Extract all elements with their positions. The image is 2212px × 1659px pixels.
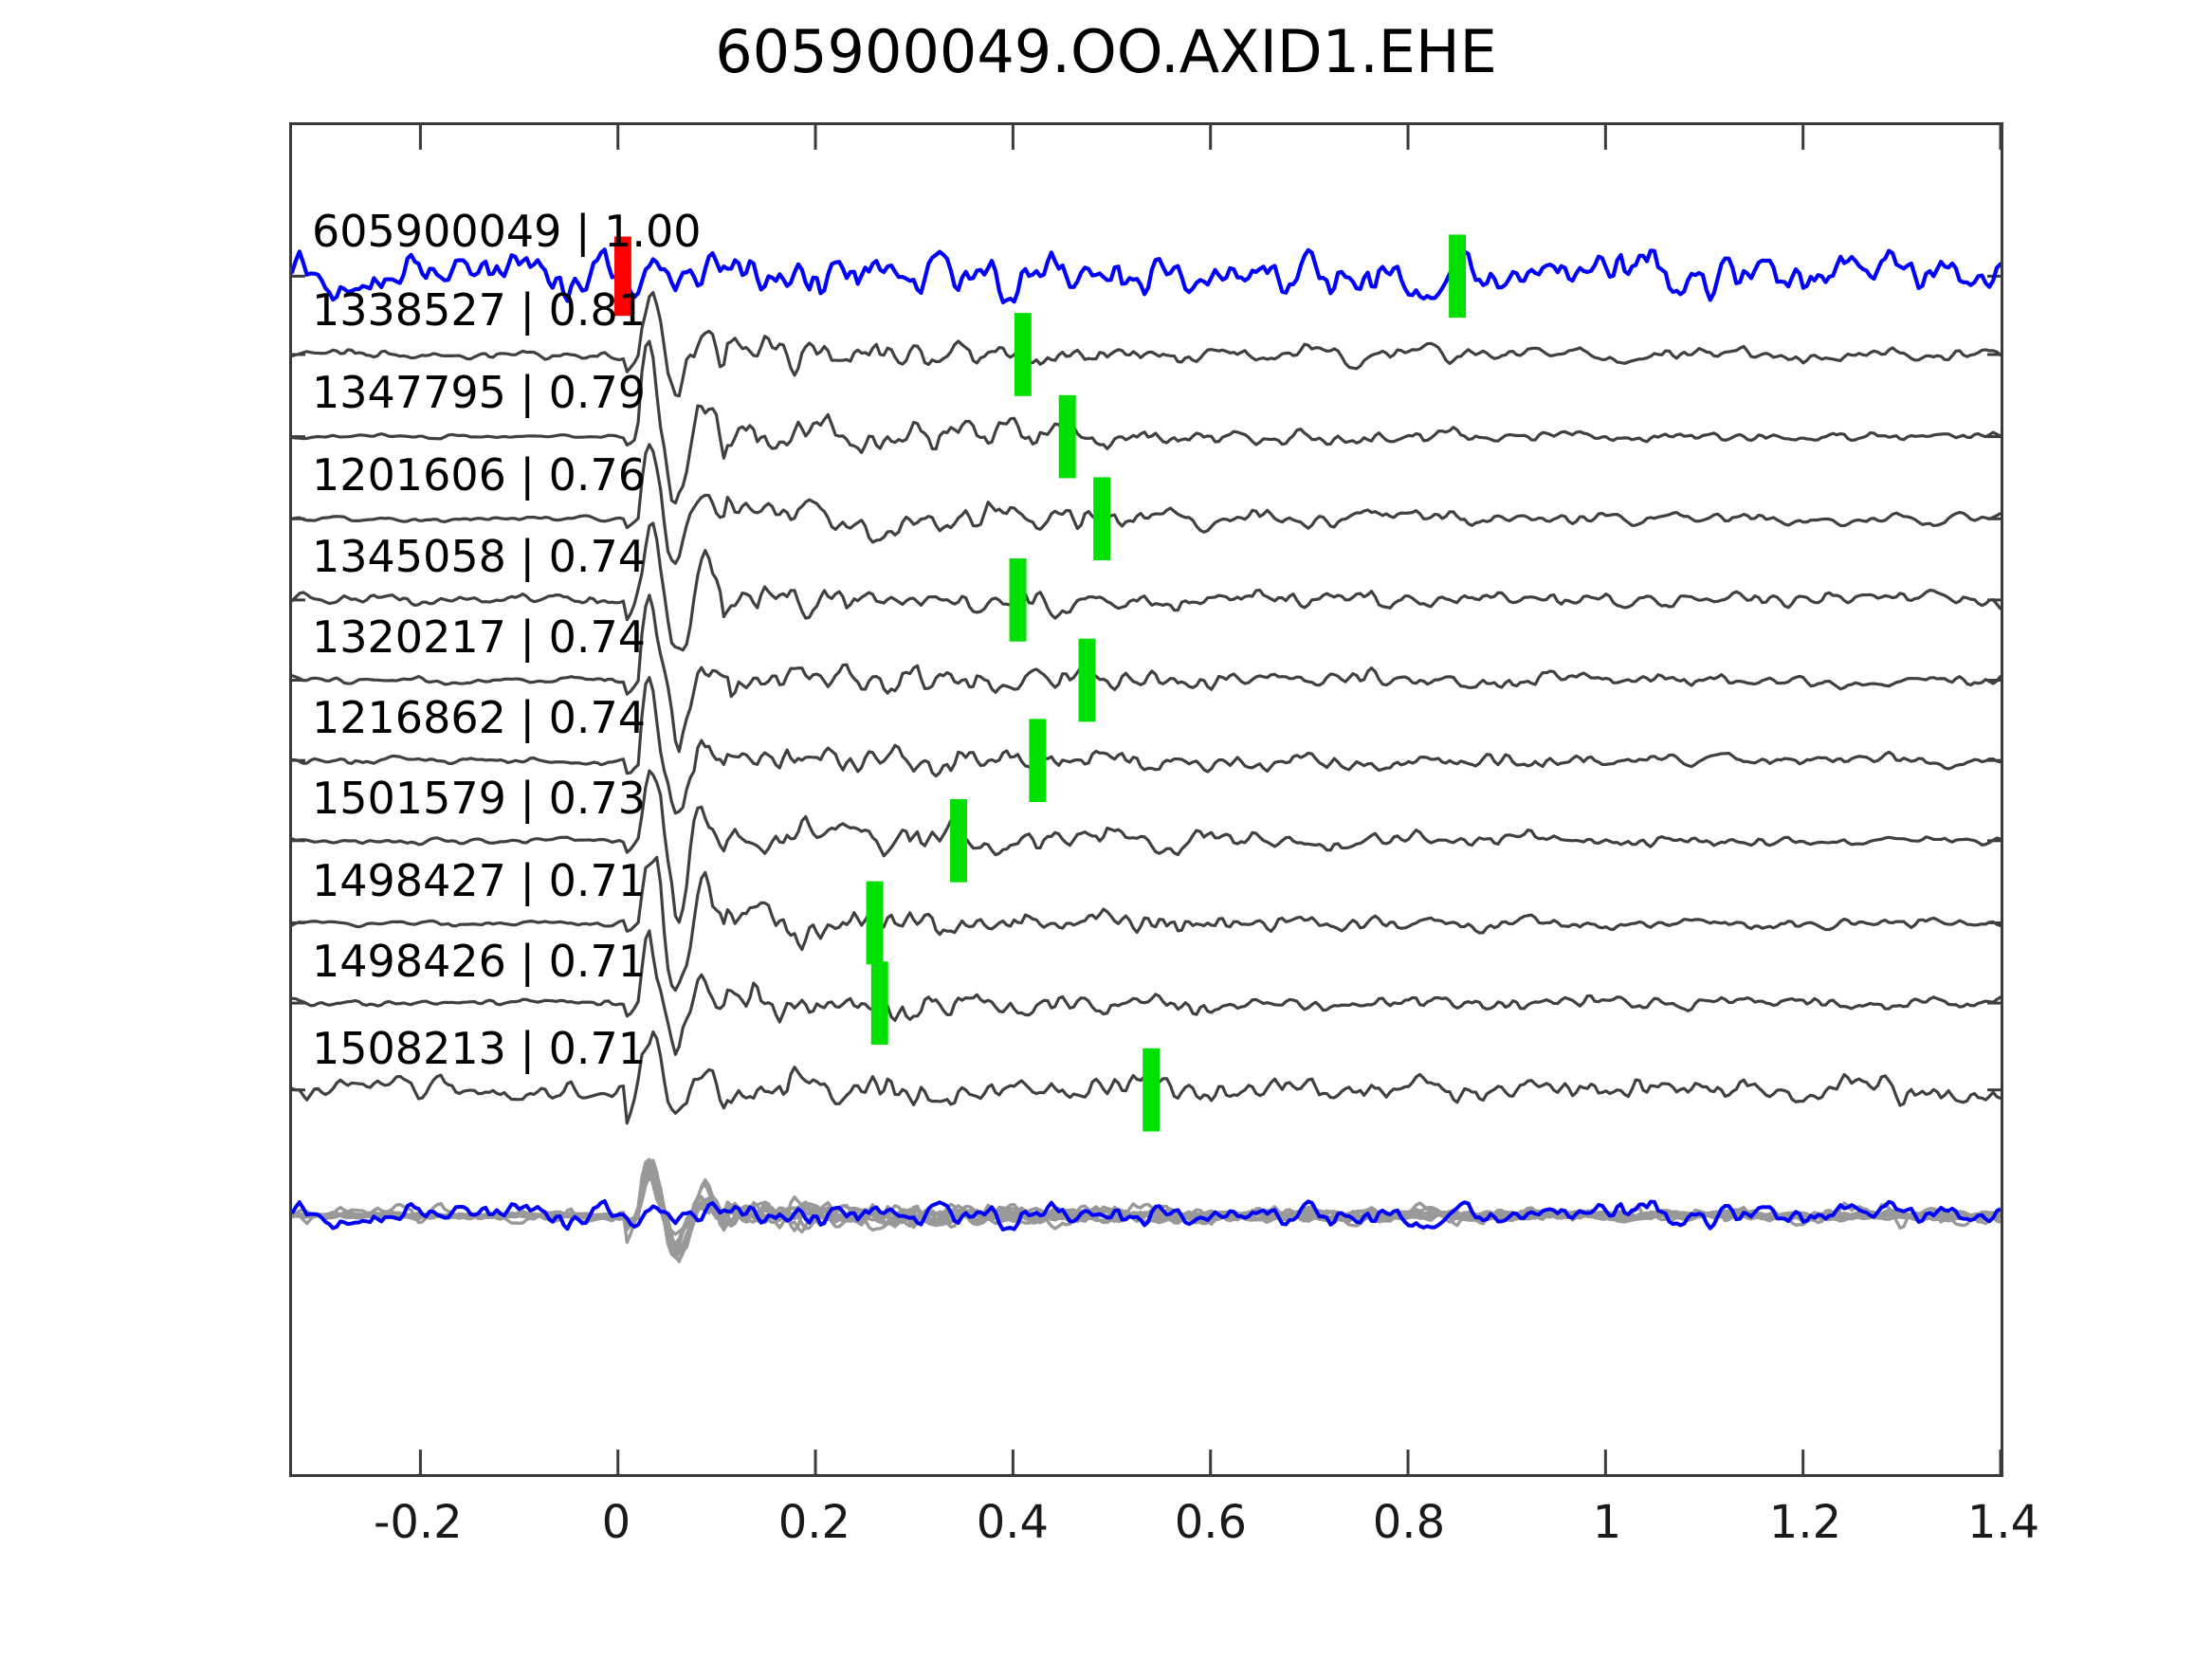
pick-marker-1201606 [1093,477,1111,561]
pick-marker-1345058 [1009,558,1027,642]
waveform-path [292,676,2001,815]
trace-label-1320217: 1320217 | 0.74 [312,611,647,663]
trace-label-1501579: 1501579 | 0.73 [312,773,647,824]
waveform-trace-1498426 [292,929,2001,1056]
waveform-trace-1338527 [292,291,2001,398]
trace-label-1498427: 1498427 | 0.71 [312,855,647,906]
waveform-trace-1320217 [292,593,2001,754]
trace-label-1498426: 1498426 | 0.71 [312,936,647,987]
trace-label-1201606: 1201606 | 0.76 [312,449,647,501]
x-tick-label-1_2: 1.2 [1768,1496,1842,1549]
pick-marker-1338527 [1014,313,1032,396]
waveform-path [292,443,2001,565]
waveform-path [292,855,2001,993]
pick-marker-1347795 [1058,394,1076,479]
pick-marker-1216862 [1029,719,1047,802]
waveform-path [292,593,2001,754]
waveform-trace-1216862 [292,676,2001,815]
waveform-path [292,929,2001,1056]
stack-target-trace [292,1198,2001,1232]
x-tick-label-0_2: 0.2 [777,1496,851,1549]
pick-marker-605900049 [1449,234,1467,319]
waveform-trace-605900049 [292,247,2001,304]
page-title: 605900049.OO.AXID1.EHE [715,17,1497,86]
waveform-trace-1498427 [292,855,2001,993]
waveform-canvas [292,125,2001,1474]
waveform-path [292,339,2001,505]
waveform-path [292,769,2001,924]
waveform-path [292,291,2001,398]
waveform-trace-1201606 [292,443,2001,565]
trace-label-1338527: 1338527 | 0.81 [312,284,647,336]
waveform-trace-1347795 [292,339,2001,505]
trace-label-1508213: 1508213 | 0.71 [312,1023,647,1074]
waveform-trace-1501579 [292,769,2001,924]
waveform-path [292,521,2001,652]
pick-marker-1320217 [1078,638,1096,722]
x-tick-label-0: 0 [601,1496,631,1549]
pick-marker-1508213 [1143,1048,1161,1132]
stack-overlay-trace [292,1167,2001,1245]
waveform-path [292,247,2001,304]
pick-marker-1498427 [866,881,884,965]
trace-label-1216862: 1216862 | 0.74 [312,692,647,743]
trace-label-605900049: 605900049 | 1.00 [312,206,702,257]
stack-overlay-panel [292,1158,2001,1264]
x-tick-label-neg0_2: -0.2 [374,1496,463,1549]
x-tick-label-1_4: 1.4 [1966,1496,2040,1549]
x-tick-label-1: 1 [1592,1496,1622,1549]
pick-marker-1501579 [950,799,968,883]
waveform-trace-1345058 [292,521,2001,652]
x-tick-label-0_8: 0.8 [1372,1496,1446,1549]
x-tick-label-0_4: 0.4 [976,1496,1050,1549]
origin-time-marker-605900049 [613,236,631,317]
trace-label-1345058: 1345058 | 0.74 [312,531,647,582]
pick-marker-1498426 [870,961,888,1045]
trace-label-1347795: 1347795 | 0.79 [312,367,647,418]
x-tick-label-0_6: 0.6 [1174,1496,1248,1549]
plot-axes-frame [289,122,2003,1477]
